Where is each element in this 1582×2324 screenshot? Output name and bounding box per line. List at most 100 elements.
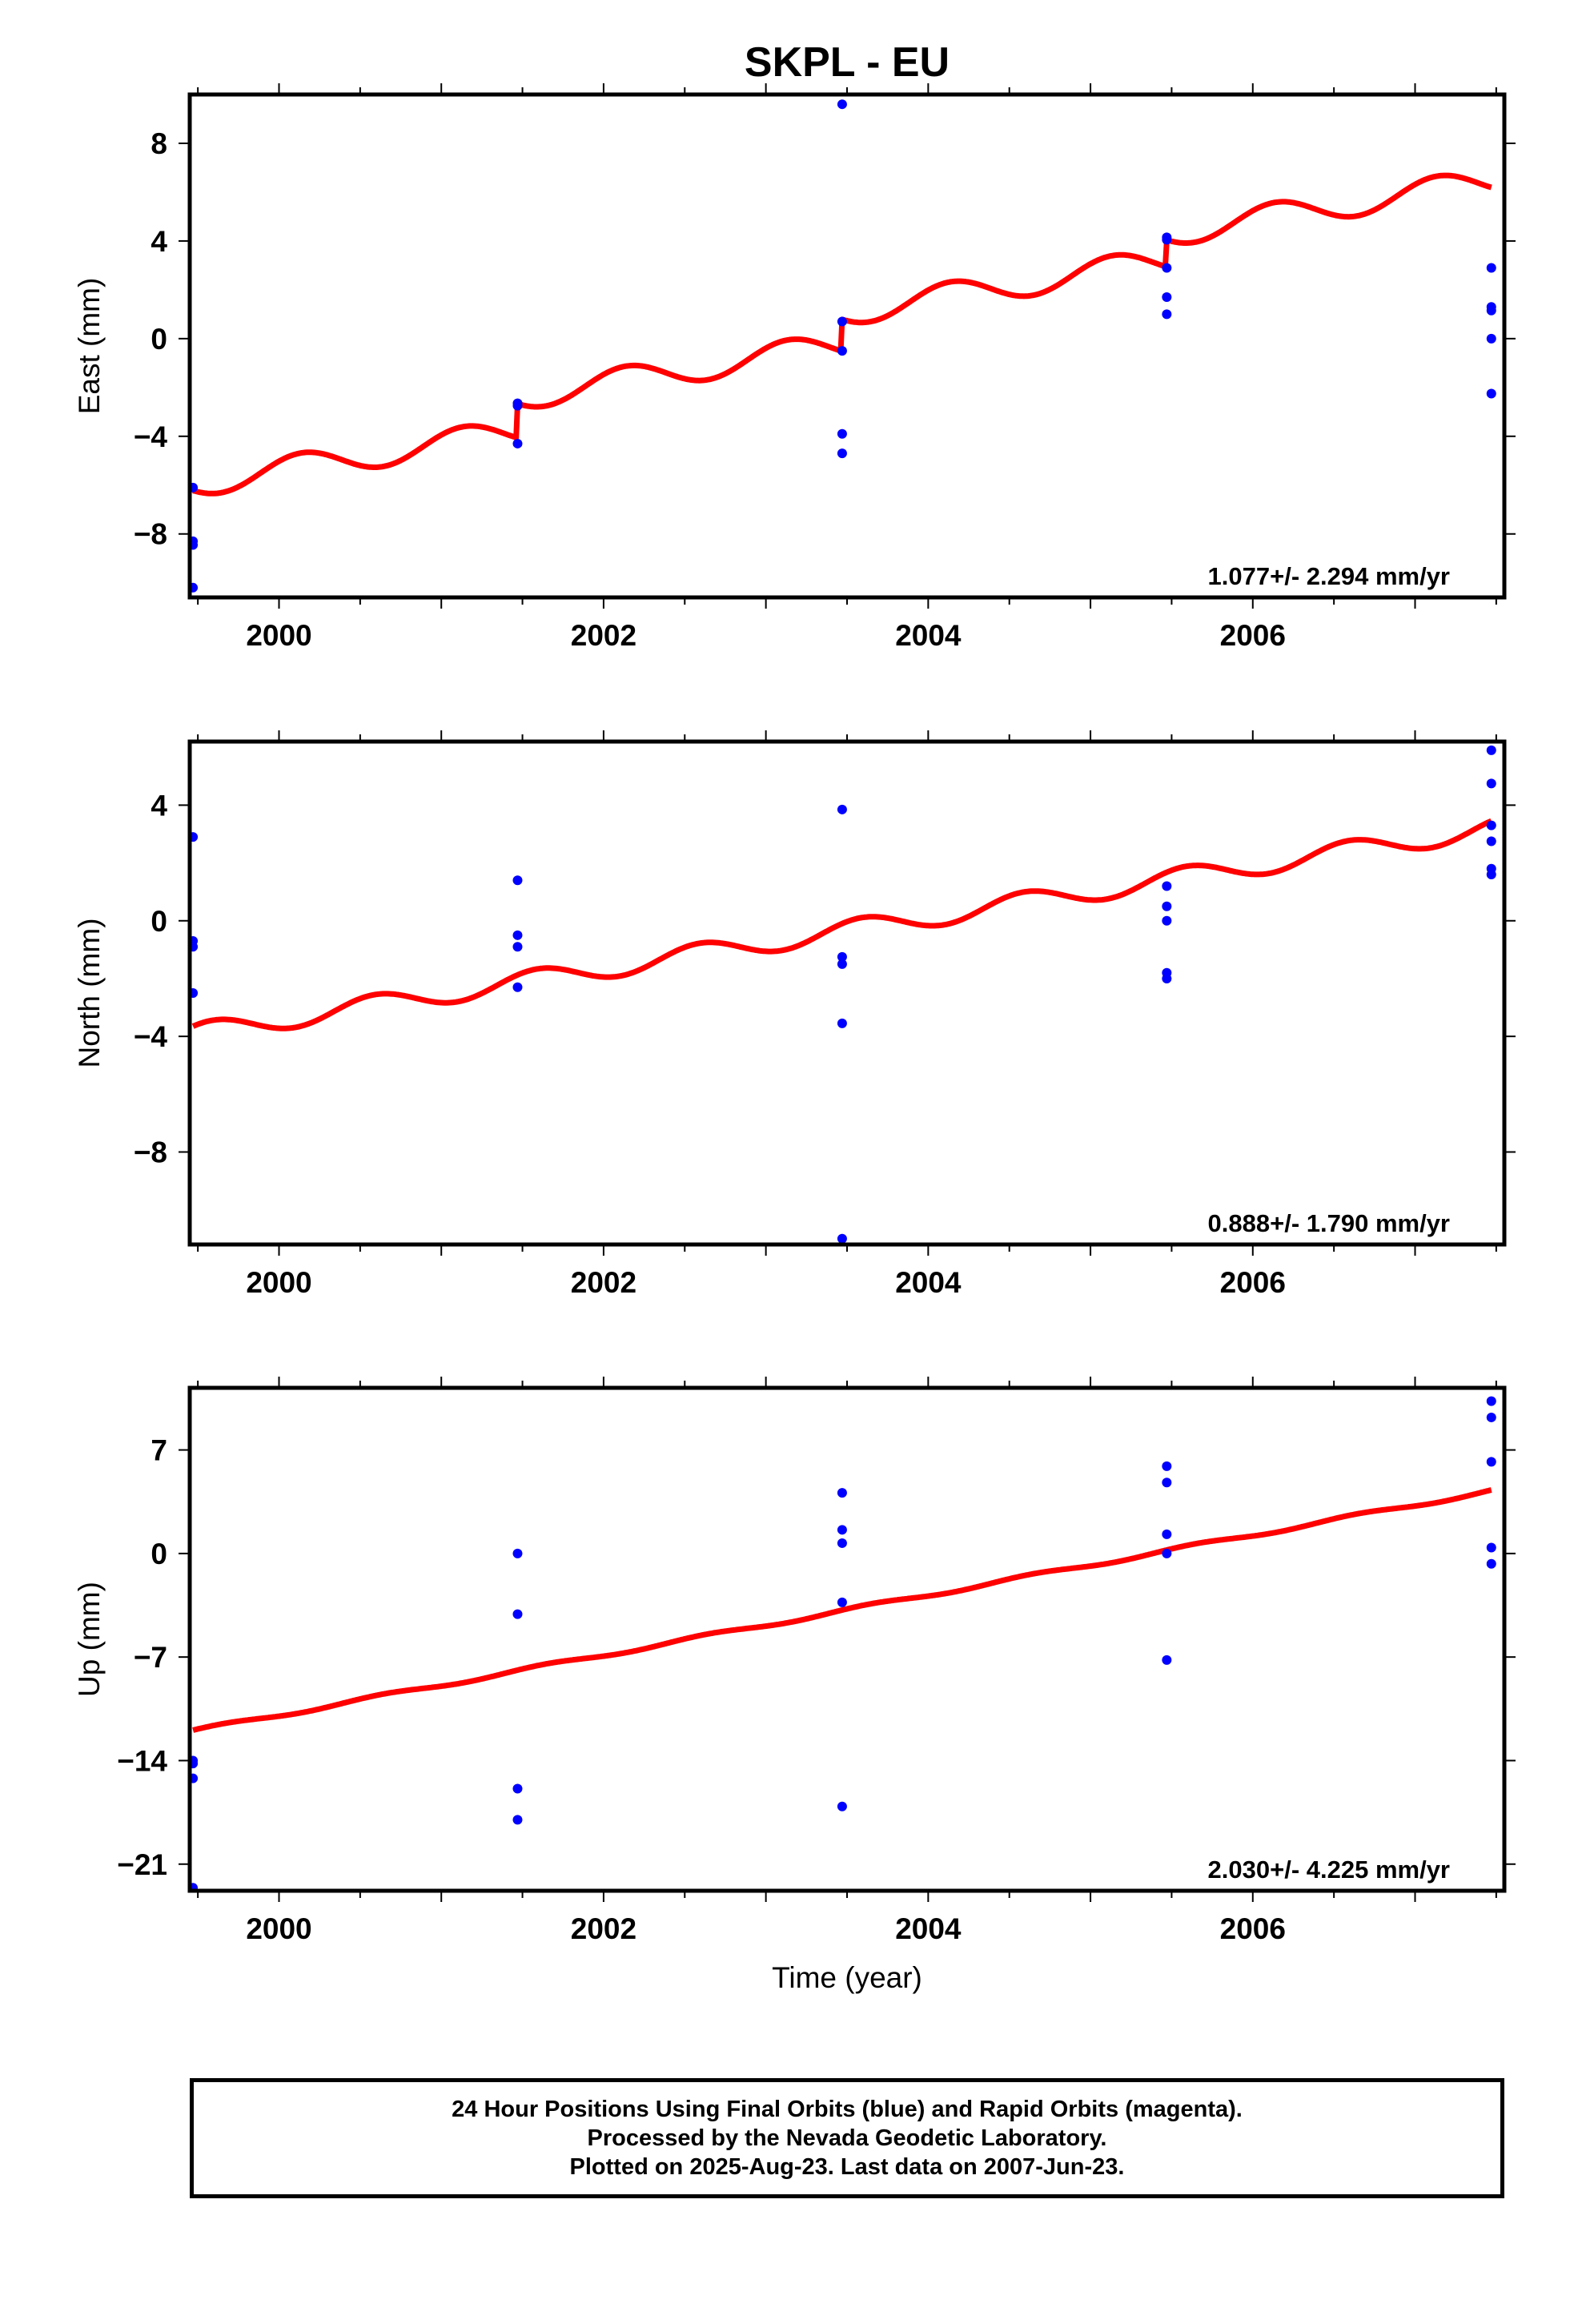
data-point xyxy=(512,1548,523,1558)
x-tick-label: 2006 xyxy=(1220,1266,1286,1299)
data-point xyxy=(1162,309,1172,320)
data-point xyxy=(1486,305,1496,316)
data-point xyxy=(1162,263,1172,273)
rate-label: 2.030+/- 4.225 mm/yr xyxy=(1208,1856,1450,1884)
x-tick-label: 2000 xyxy=(246,619,311,652)
footer-info-box: 24 Hour Positions Using Final Orbits (bl… xyxy=(190,2078,1504,2198)
data-point xyxy=(1162,1529,1172,1539)
x-tick-label: 2002 xyxy=(571,1912,636,1945)
data-point xyxy=(1486,820,1496,830)
data-point xyxy=(512,1609,523,1619)
data-point xyxy=(190,988,199,998)
plot-frame xyxy=(187,1385,1507,1893)
data-point xyxy=(1486,388,1496,399)
x-tick-label: 2004 xyxy=(895,1266,962,1299)
y-tick-label: 4 xyxy=(151,789,167,822)
data-point xyxy=(837,1018,847,1028)
x-tick-label: 2002 xyxy=(571,1266,636,1299)
data-point xyxy=(1162,901,1172,911)
chart-panel-2: 2000 2002 2004 2006 4 0 −4 −8 North (mm) 0.888+/-… xyxy=(73,730,1516,1299)
footer-line-3: Plotted on 2025-Aug-23. Last data on 200… xyxy=(569,2154,1125,2180)
plot-frame xyxy=(187,92,1507,600)
chart-title: SKPL - EU xyxy=(745,39,950,86)
y-tick-label: −4 xyxy=(134,1020,168,1053)
data-point xyxy=(1162,915,1172,926)
data-point xyxy=(1486,745,1496,755)
data-point xyxy=(1486,1396,1496,1406)
data-point xyxy=(1486,870,1496,880)
x-tick-label: 2000 xyxy=(246,1266,311,1299)
y-tick-label: 7 xyxy=(151,1434,167,1467)
data-point xyxy=(837,316,847,327)
y-tick-label: −4 xyxy=(134,420,168,453)
fit-line xyxy=(191,1487,1493,1733)
y-tick-label: −8 xyxy=(134,518,167,551)
data-point xyxy=(512,942,523,952)
data-point xyxy=(1162,1548,1172,1558)
data-point xyxy=(837,951,847,962)
y-tick-label: 4 xyxy=(151,225,167,258)
data-point xyxy=(1162,292,1172,303)
data-point xyxy=(1162,235,1172,245)
data-point xyxy=(837,1597,847,1607)
chart-panels: 2000 2002 2004 2006 8 4 0 −4 −8 East (mm) 1.077+/-… xyxy=(73,83,1516,1994)
data-point xyxy=(837,448,847,459)
data-point xyxy=(1486,1457,1496,1467)
plot-frame xyxy=(187,739,1507,1247)
y-tick-label: −14 xyxy=(117,1744,167,1777)
footer-line-2: Processed by the Nevada Geodetic Laborat… xyxy=(587,2125,1107,2151)
data-point xyxy=(1162,1461,1172,1471)
data-point xyxy=(837,1233,847,1244)
data-point xyxy=(1486,333,1496,344)
data-point xyxy=(837,959,847,969)
y-axis-label: Up (mm) xyxy=(73,1582,106,1697)
y-tick-label: 0 xyxy=(151,1538,167,1570)
data-point xyxy=(512,1783,523,1794)
data-point xyxy=(1486,1558,1496,1569)
data-point xyxy=(190,832,199,842)
rate-label: 0.888+/- 1.790 mm/yr xyxy=(1208,1209,1450,1237)
chart-panel-1: 2000 2002 2004 2006 8 4 0 −4 −8 East (mm) 1.077+/-… xyxy=(73,83,1516,652)
chart-panel-3: 2000 2002 2004 2006 7 0 −7 −14 −21 Up (mm) Time (y… xyxy=(73,1377,1516,1994)
data-point xyxy=(837,1801,847,1811)
data-point xyxy=(837,1525,847,1535)
data-point xyxy=(190,582,199,593)
data-point xyxy=(190,482,199,493)
data-point xyxy=(190,942,199,952)
data-point xyxy=(512,930,523,940)
data-point xyxy=(1486,1542,1496,1553)
data-point xyxy=(837,1538,847,1548)
data-point xyxy=(1486,836,1496,846)
data-point xyxy=(1162,973,1172,983)
data-point xyxy=(1162,1655,1172,1665)
x-tick-label: 2004 xyxy=(895,1912,962,1945)
data-point xyxy=(1486,778,1496,789)
data-point xyxy=(512,400,523,411)
data-point xyxy=(1162,881,1172,891)
data-point xyxy=(190,1773,199,1783)
data-point xyxy=(1486,1412,1496,1422)
x-tick-label: 2006 xyxy=(1220,1912,1286,1945)
data-point xyxy=(1486,263,1496,273)
data-point xyxy=(837,804,847,814)
x-tick-label: 2000 xyxy=(246,1912,311,1945)
x-tick-label: 2004 xyxy=(895,619,962,652)
fit-line xyxy=(191,818,1493,1031)
data-point xyxy=(190,540,199,550)
footer-line-1: 24 Hour Positions Using Final Orbits (bl… xyxy=(452,2097,1243,2122)
data-point xyxy=(190,1759,199,1769)
panel-data xyxy=(190,99,1496,593)
x-tick-label: 2002 xyxy=(571,619,636,652)
data-point xyxy=(837,1488,847,1498)
data-point xyxy=(837,346,847,356)
fit-line xyxy=(191,172,1493,497)
panel-data xyxy=(190,1396,1496,1891)
y-tick-label: −8 xyxy=(134,1136,167,1169)
y-tick-label: 0 xyxy=(151,905,167,938)
data-point xyxy=(512,875,523,886)
rate-label: 1.077+/- 2.294 mm/yr xyxy=(1208,562,1450,590)
x-axis-label: Time (year) xyxy=(772,1961,922,1994)
x-tick-label: 2006 xyxy=(1220,619,1286,652)
data-point xyxy=(512,982,523,992)
